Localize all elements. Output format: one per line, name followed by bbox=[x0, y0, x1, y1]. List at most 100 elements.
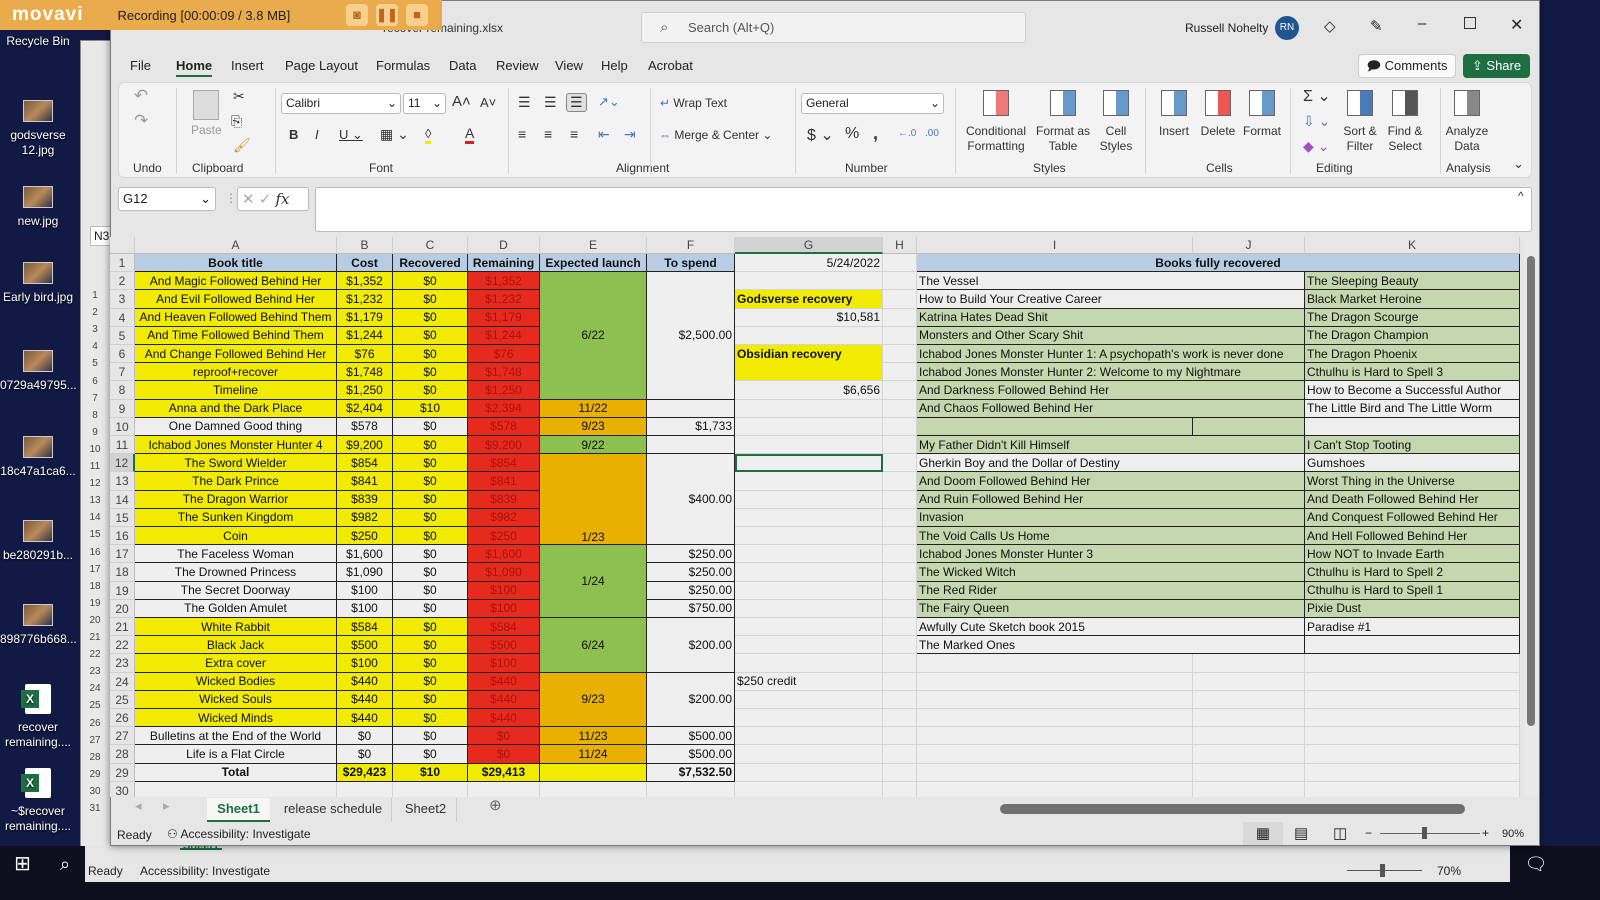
conditional-formatting-button[interactable]: Conditional Formatting bbox=[960, 88, 1032, 154]
select-all-corner[interactable] bbox=[110, 237, 135, 254]
recovered-book-cell[interactable]: The Void Calls Us Home bbox=[917, 527, 1305, 546]
increase-indent-icon[interactable]: ⇥ bbox=[624, 126, 636, 142]
decrease-indent-icon[interactable]: ⇤ bbox=[598, 126, 610, 142]
remaining-cell[interactable]: $1,250 bbox=[468, 381, 540, 400]
sheet-next-icon[interactable]: ▸ bbox=[163, 798, 170, 813]
fill-color-icon[interactable]: ◊ bbox=[425, 126, 432, 144]
background-zoom-level[interactable]: 70% bbox=[1437, 864, 1462, 878]
cost-cell[interactable]: $584 bbox=[337, 618, 393, 637]
recovered-book-cell[interactable]: My Father Didn't Kill Himself bbox=[917, 436, 1305, 455]
paste-button[interactable]: Paste bbox=[191, 123, 222, 137]
selected-cell-g12[interactable] bbox=[735, 454, 883, 473]
empty-cell[interactable] bbox=[735, 417, 883, 436]
column-header-b[interactable]: B bbox=[337, 237, 393, 254]
recovered-cell[interactable]: $10 bbox=[393, 399, 468, 418]
empty-cell[interactable] bbox=[883, 527, 917, 546]
empty-cell[interactable] bbox=[883, 308, 917, 327]
remaining-cell[interactable]: $2,394 bbox=[468, 399, 540, 418]
decrease-font-icon[interactable]: A˅ bbox=[480, 95, 497, 110]
zoom-out-icon[interactable]: − bbox=[1365, 826, 1373, 840]
recovered-book-cell[interactable]: The Wicked Witch bbox=[917, 563, 1305, 582]
remaining-cell[interactable]: $1,232 bbox=[468, 290, 540, 309]
empty-cell[interactable] bbox=[735, 709, 883, 728]
empty-cell[interactable] bbox=[540, 781, 647, 797]
recovered-book-cell[interactable]: Cthulhu is Hard to Spell 1 bbox=[1305, 581, 1520, 600]
decrease-decimal-icon[interactable]: .00 bbox=[925, 128, 939, 139]
remaining-cell[interactable]: $100 bbox=[468, 599, 540, 618]
book-title-cell[interactable]: Black Jack bbox=[135, 636, 337, 655]
background-zoom-slider[interactable] bbox=[1380, 864, 1385, 877]
books-fully-recovered-header[interactable]: Books fully recovered bbox=[917, 254, 1520, 273]
book-title-cell[interactable]: reproof+recover bbox=[135, 363, 337, 382]
to-spend-cell[interactable]: $250.00 bbox=[647, 581, 735, 600]
desktop-icon-1[interactable]: godsverse 12.jpg bbox=[0, 100, 76, 158]
currency-icon[interactable]: $ ⌄ bbox=[807, 127, 834, 144]
empty-cell[interactable] bbox=[883, 709, 917, 728]
empty-cell[interactable] bbox=[1193, 727, 1305, 746]
tab-review[interactable]: Review bbox=[496, 58, 539, 73]
empty-cell[interactable] bbox=[883, 381, 917, 400]
analyze-data-button[interactable]: Analyze Data bbox=[1443, 88, 1491, 154]
percent-icon[interactable]: % bbox=[845, 125, 860, 142]
recovered-cell[interactable]: $0 bbox=[393, 272, 468, 291]
empty-cell[interactable] bbox=[1305, 745, 1520, 764]
book-title-cell[interactable]: And Time Followed Behind Them bbox=[135, 326, 337, 345]
empty-cell[interactable] bbox=[735, 690, 883, 709]
remaining-cell[interactable]: $578 bbox=[468, 417, 540, 436]
column-header-i[interactable]: I bbox=[917, 237, 1193, 254]
row-header[interactable]: 28 bbox=[110, 745, 135, 764]
recovered-book-cell[interactable]: Awfully Cute Sketch book 2015 bbox=[917, 618, 1305, 637]
recovered-cell[interactable]: $0 bbox=[393, 381, 468, 400]
expected-launch-cell[interactable]: 11/22 bbox=[540, 399, 647, 418]
empty-cell[interactable] bbox=[883, 727, 917, 746]
underline-icon[interactable]: U ⌄ bbox=[339, 127, 363, 142]
remaining-cell[interactable]: $76 bbox=[468, 345, 540, 364]
recovered-cell[interactable]: $0 bbox=[393, 581, 468, 600]
cost-cell[interactable]: $1,250 bbox=[337, 381, 393, 400]
column-header-j[interactable]: J bbox=[1193, 237, 1305, 254]
cut-icon[interactable]: ✂ bbox=[233, 88, 245, 104]
recovered-book-cell[interactable]: Ichabod Jones Monster Hunter 3 bbox=[917, 545, 1305, 564]
empty-cell[interactable] bbox=[735, 563, 883, 582]
recovered-cell[interactable]: $0 bbox=[393, 690, 468, 709]
recovered-cell[interactable]: $0 bbox=[393, 490, 468, 509]
book-title-cell[interactable]: The Sword Wielder bbox=[135, 454, 337, 473]
close-icon[interactable]: ✕ bbox=[1510, 17, 1524, 34]
empty-cell[interactable] bbox=[917, 781, 1193, 797]
empty-cell[interactable] bbox=[917, 727, 1193, 746]
expected-launch-cell[interactable] bbox=[540, 763, 647, 782]
recovered-cell[interactable]: $0 bbox=[393, 599, 468, 618]
recovered-book-cell[interactable]: The Dragon Phoenix bbox=[1305, 345, 1520, 364]
total-cost[interactable]: $29,423 bbox=[337, 763, 393, 782]
desktop-icon-6[interactable]: be280291b... bbox=[0, 520, 76, 563]
page-layout-view-icon[interactable]: ▤ bbox=[1294, 825, 1309, 842]
recovered-book-cell[interactable]: Worst Thing in the Universe bbox=[1305, 472, 1520, 491]
empty-cell[interactable] bbox=[883, 399, 917, 418]
empty-cell[interactable] bbox=[883, 763, 917, 782]
remaining-cell[interactable]: $1,352 bbox=[468, 272, 540, 291]
header-cell[interactable]: To spend bbox=[647, 254, 735, 273]
empty-cell[interactable] bbox=[735, 654, 883, 673]
recovered-book-cell[interactable]: The Fairy Queen bbox=[917, 599, 1305, 618]
empty-cell[interactable] bbox=[735, 490, 883, 509]
tab-home[interactable]: Home bbox=[176, 58, 213, 77]
expected-launch-cell[interactable]: 9/23 bbox=[540, 417, 647, 436]
recovered-book-cell[interactable]: Black Market Heroine bbox=[1305, 290, 1520, 309]
merge-center-button[interactable]: ⇔ Merge & Center ⌄ bbox=[659, 128, 773, 142]
empty-cell[interactable] bbox=[883, 472, 917, 491]
remaining-cell[interactable]: $440 bbox=[468, 672, 540, 691]
tab-formulas[interactable]: Formulas bbox=[376, 58, 431, 73]
book-title-cell[interactable]: Wicked Souls bbox=[135, 690, 337, 709]
tab-help[interactable]: Help bbox=[601, 58, 628, 73]
pen-icon[interactable]: ✎ bbox=[1370, 18, 1383, 35]
comments-button[interactable]: 🗩 Comments bbox=[1358, 54, 1456, 78]
clear-icon[interactable]: ◆ ⌄ bbox=[1303, 138, 1330, 154]
empty-cell[interactable] bbox=[1305, 690, 1520, 709]
empty-cell[interactable] bbox=[883, 672, 917, 691]
remaining-cell[interactable]: $841 bbox=[468, 472, 540, 491]
empty-cell[interactable] bbox=[1193, 672, 1305, 691]
formula-input[interactable] bbox=[315, 187, 1532, 232]
recovered-book-cell[interactable]: Cthulhu is Hard to Spell 2 bbox=[1305, 563, 1520, 582]
align-bottom-icon[interactable]: ☰ bbox=[566, 93, 587, 112]
book-title-cell[interactable]: One Damned Good thing bbox=[135, 417, 337, 436]
